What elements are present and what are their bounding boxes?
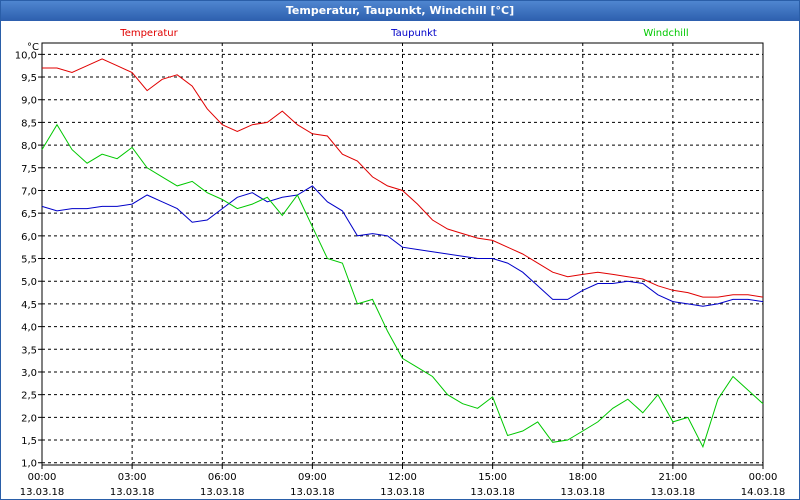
legend-entry-windchill: Windchill <box>643 28 688 39</box>
y-tick-label: 4,5 <box>21 300 37 311</box>
y-tick-label: 5,0 <box>21 277 37 288</box>
grid <box>42 43 763 465</box>
y-tick-label: 8,0 <box>21 141 37 152</box>
x-tick-date: 13.03.18 <box>200 487 245 498</box>
legend-entry-temperatur: Temperatur <box>119 28 178 39</box>
x-tick-date: 13.03.18 <box>651 487 696 498</box>
y-tick-label: 8,5 <box>21 118 37 129</box>
x-tick-time: 15:00 <box>478 472 507 483</box>
x-tick-date: 13.03.18 <box>290 487 335 498</box>
y-tick-label: 2,0 <box>21 413 37 424</box>
x-tick-time: 03:00 <box>118 472 147 483</box>
legend-entry-taupunkt: Taupunkt <box>390 28 437 39</box>
series-lines <box>41 58 764 449</box>
x-tick-time: 00:00 <box>749 472 778 483</box>
axes: 1,0 1,5 2,0 2,5 3,0 3,5 4,0 4,5 5,0 5,5 6,0 6,5 7,0 7… <box>15 42 786 498</box>
x-tick-date: 14.03.18 <box>741 487 786 498</box>
series-line-windchill <box>41 123 764 449</box>
x-tick-date: 13.03.18 <box>470 487 515 498</box>
x-tick-date: 13.03.18 <box>380 487 425 498</box>
x-tick-time: 06:00 <box>208 472 237 483</box>
y-tick-label: 1,5 <box>21 436 37 447</box>
legend: Temperatur Taupunkt Windchill <box>119 28 688 39</box>
y-tick-label: 4,0 <box>21 323 37 334</box>
x-tick-date: 13.03.18 <box>110 487 155 498</box>
y-tick-label: 9,0 <box>21 96 37 107</box>
y-tick-label: 3,0 <box>21 368 37 379</box>
y-tick-label: 6,0 <box>21 232 37 243</box>
y-tick-label: 7,5 <box>21 164 37 175</box>
y-tick-label: 9,5 <box>21 73 37 84</box>
y-tick-label: 5,5 <box>21 255 37 266</box>
x-tick-date: 13.03.18 <box>20 487 65 498</box>
x-tick-time: 00:00 <box>28 472 57 483</box>
y-tick-label: 7,0 <box>21 186 37 197</box>
y-tick-label: 10,0 <box>15 50 37 61</box>
y-tick-label: 2,5 <box>21 391 37 402</box>
line-chart: 1,0 1,5 2,0 2,5 3,0 3,5 4,0 4,5 5,0 5,5 6,0 6,5 7,0 7… <box>15 28 786 498</box>
y-axis-unit: °C <box>27 42 39 53</box>
y-tick-label: 3,5 <box>21 345 37 356</box>
x-tick-time: 18:00 <box>568 472 597 483</box>
series-line-taupunkt <box>41 185 764 307</box>
window-title: Temperatur, Taupunkt, Windchill [°C] <box>1 1 799 21</box>
x-tick-time: 09:00 <box>298 472 327 483</box>
y-tick-label: 1,0 <box>21 459 37 470</box>
series-line-temperatur <box>42 58 764 298</box>
x-tick-date: 13.03.18 <box>560 487 605 498</box>
x-tick-time: 12:00 <box>388 472 417 483</box>
y-tick-label: 6,5 <box>21 209 37 220</box>
x-tick-time: 21:00 <box>658 472 687 483</box>
